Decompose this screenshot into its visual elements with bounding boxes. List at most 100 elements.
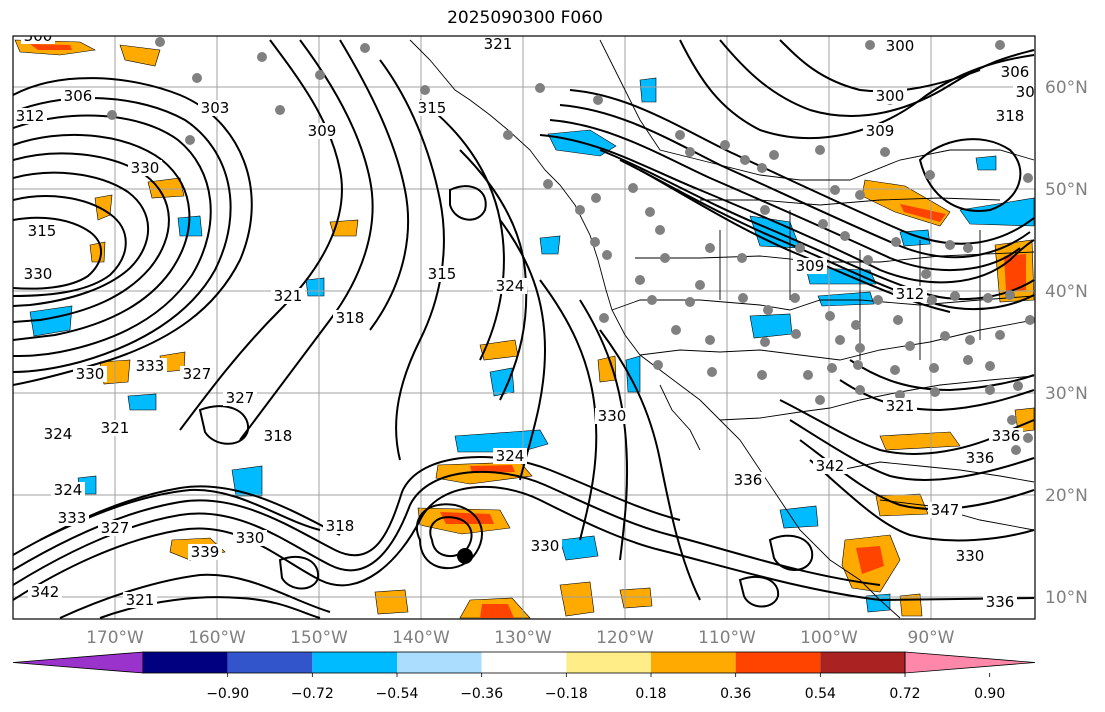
shade-blue (305, 277, 325, 297)
contour-label-bg (953, 548, 987, 564)
colorbar-tick-label: −0.72 (291, 686, 334, 702)
longitude-label: 110°W (698, 628, 756, 648)
colorbar-max-extend (904, 651, 1036, 674)
contour-label-bg (333, 310, 367, 326)
contour-label-bg (873, 88, 907, 104)
contour-label: 306 (1001, 63, 1030, 81)
map-frame (12, 35, 1036, 620)
shade-orange (619, 587, 653, 609)
contour-label-bg (21, 36, 55, 44)
contour-label-bg (731, 472, 765, 488)
longitude-axis-labels: 170°W 160°W 150°W 140°W 130°W 120°W 110°W 100°W… (86, 628, 955, 648)
contour-label-bg (928, 502, 962, 518)
contour-label: 336 (734, 471, 763, 489)
shade-blue (779, 505, 819, 529)
contour-label-bg (41, 426, 75, 442)
shade-blue (29, 305, 73, 337)
longitude-label: 100°W (800, 628, 858, 648)
colorbar-tick-label: 0.18 (635, 686, 666, 702)
contour-label: 327 (101, 519, 130, 537)
contour-label-bg (25, 223, 59, 239)
contour-label: 324 (54, 481, 83, 499)
colorbar (12, 651, 1036, 674)
contour-label-bg (415, 100, 449, 116)
shade-blue (559, 535, 599, 561)
contour-label: 339 (191, 543, 220, 561)
contour-label: 303 (201, 99, 230, 117)
shade-blue (454, 429, 549, 453)
longitude-label: 120°W (596, 628, 654, 648)
colorbar-tick-label: −0.90 (206, 686, 249, 702)
contour-label: 336 (986, 593, 1015, 611)
contour-label: 309 (866, 122, 895, 140)
contour-label-bg (493, 448, 527, 464)
latitude-label: 20°N (1045, 486, 1088, 506)
contour-label-bg (883, 38, 917, 54)
shade-orange (147, 177, 185, 199)
contour-label: 303 (1016, 83, 1045, 101)
colorbar-segment (735, 652, 821, 673)
contour-label-bg (98, 420, 132, 436)
shade-blue (539, 235, 561, 255)
contour-label-bg (61, 88, 95, 104)
contour-label-bg (993, 108, 1027, 124)
colorbar-segment (481, 652, 567, 673)
contour-label-bg (73, 366, 107, 382)
contour-label: 330 (76, 365, 105, 383)
shade-orange (119, 44, 161, 67)
latitude-label: 10°N (1045, 588, 1088, 608)
contour-label: 300 (886, 37, 915, 55)
contour-label: 312 (16, 107, 45, 125)
contour-label: 315 (428, 265, 457, 283)
colorbar-tick-label: −0.36 (460, 686, 503, 702)
station-dots (107, 37, 1035, 455)
graticule (13, 36, 1035, 619)
shade-red (30, 44, 72, 50)
contour-label-bg (425, 266, 459, 282)
colorbar-tick-label: 0.36 (720, 686, 751, 702)
contour-label-bg (893, 286, 927, 302)
shade-red (900, 204, 946, 222)
contour-label: 327 (183, 365, 212, 383)
colorbar-segment (397, 652, 482, 673)
contour-label: 330 (236, 529, 265, 547)
longitude-label: 160°W (188, 628, 246, 648)
contour-label-bg (28, 584, 62, 600)
longitude-label: 90°W (908, 628, 955, 648)
contour-label: 330 (131, 159, 160, 177)
shade-blue (749, 313, 793, 339)
contour-label: 318 (336, 309, 365, 327)
contour-label: 342 (31, 583, 60, 601)
colorbar-segment (820, 652, 905, 673)
colorbar-min-extend (12, 651, 144, 674)
contour-label-bg (180, 366, 214, 382)
shade-red (856, 546, 884, 574)
contour-label: 300 (876, 87, 905, 105)
colorbar-frame (142, 651, 906, 674)
contour-label: 347 (931, 501, 960, 519)
contour-label: 330 (531, 537, 560, 555)
contour-label-bg (989, 428, 1023, 444)
contour-label: 321 (101, 419, 130, 437)
colorbar-segment (312, 652, 397, 673)
contour-label: 336 (966, 449, 995, 467)
contour-label-bg (595, 408, 629, 424)
contour-label: 321 (484, 35, 513, 53)
coastlines (409, 39, 1035, 619)
shade-orange (374, 589, 409, 615)
contour-label: 309 (796, 257, 825, 275)
contour-label-bg (305, 123, 339, 139)
contour-label-bg (528, 538, 562, 554)
contour-label-bg (883, 398, 917, 414)
contour-label-bg (323, 518, 357, 534)
contour-label-bg (261, 428, 295, 444)
longitude-label: 140°W (392, 628, 450, 648)
contour-label-bg (963, 450, 997, 466)
latitude-axis-labels: 60°N 50°N 40°N 30°N 20°N 10°N (1045, 78, 1088, 608)
contour-label-bg (813, 458, 847, 474)
shade-red (440, 512, 494, 524)
contour-label: 321 (274, 287, 303, 305)
contour-label-bg (863, 123, 897, 139)
contour-label-bg (493, 278, 527, 294)
colorbar-segment (227, 652, 313, 673)
